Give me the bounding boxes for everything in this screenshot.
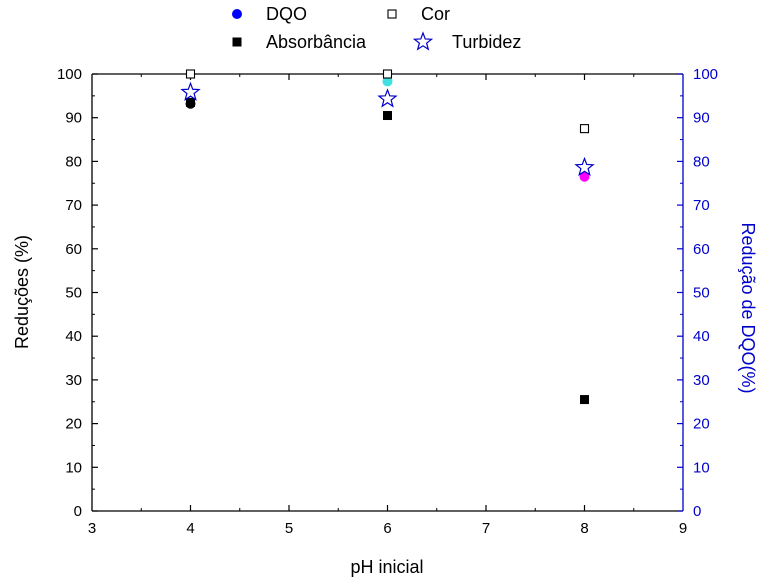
- y2-tick-label: 100: [693, 66, 718, 83]
- y2-axis-label: Redução de DQO(%): [738, 222, 758, 393]
- legend-marker-cor: [387, 9, 397, 19]
- legend-marker-absorbância: [232, 37, 242, 47]
- y-tick-label: 40: [65, 328, 82, 345]
- turbidez-point: [574, 156, 595, 177]
- y2-tick-label: 20: [693, 416, 710, 433]
- y-tick-label: 80: [65, 153, 82, 170]
- x-tick-label: 3: [88, 520, 96, 537]
- y2-tick-label: 70: [693, 197, 710, 214]
- y2-tick-label: 60: [693, 241, 710, 258]
- turbidez-point: [377, 88, 398, 108]
- legend: DQO Cor Absorbância Turbidez: [232, 4, 521, 52]
- x-axis-label: pH inicial: [350, 557, 423, 577]
- legend-label-turbidez: Turbidez: [452, 32, 521, 52]
- y2-tick-label: 30: [693, 372, 710, 389]
- absorbância-point: [186, 97, 195, 107]
- legend-marker-turbidez: [412, 31, 434, 51]
- chart-marks: [180, 69, 595, 405]
- y-tick-label: 60: [65, 241, 82, 258]
- cor-point: [185, 69, 196, 79]
- cor-point: [579, 124, 590, 134]
- x-tick-label: 4: [186, 520, 194, 537]
- y-tick-label: 70: [65, 197, 82, 214]
- y2-tick-label: 80: [693, 153, 710, 170]
- turbidez-point: [180, 81, 201, 102]
- dqo-point: [579, 171, 590, 182]
- x-tick-label: 8: [580, 520, 588, 537]
- y2-tick-label: 40: [693, 328, 710, 345]
- x-tick-label: 7: [482, 520, 490, 537]
- y2-tick-label: 50: [693, 285, 710, 302]
- dqo-point: [382, 76, 393, 87]
- legend-label-dqo: DQO: [266, 4, 307, 24]
- y2-tick-label: 10: [693, 459, 710, 476]
- x-tick-label: 6: [383, 520, 391, 537]
- cor-point: [382, 69, 393, 79]
- y-tick-label: 100: [57, 66, 82, 83]
- absorbância-point: [580, 395, 589, 405]
- y2-tick-label: 90: [693, 110, 710, 127]
- y2-tick-label: 0: [693, 503, 701, 520]
- absorbância-point: [383, 111, 392, 121]
- y-axis-label: Reduções (%): [12, 235, 32, 349]
- y-tick-label: 50: [65, 285, 82, 302]
- y-tick-label: 0: [74, 503, 82, 520]
- legend-label-absorbância: Absorbância: [266, 32, 367, 52]
- y-tick-label: 10: [65, 459, 82, 476]
- y-tick-label: 20: [65, 416, 82, 433]
- legend-label-cor: Cor: [421, 4, 450, 24]
- x-tick-label: 9: [679, 520, 687, 537]
- axes: 3 4 5 6 7 8 9010203040506070809010001020304050…: [57, 66, 718, 537]
- x-tick-label: 5: [285, 520, 293, 537]
- legend-marker-dqo: [232, 9, 242, 19]
- y-tick-label: 30: [65, 372, 82, 389]
- y-tick-label: 90: [65, 110, 82, 127]
